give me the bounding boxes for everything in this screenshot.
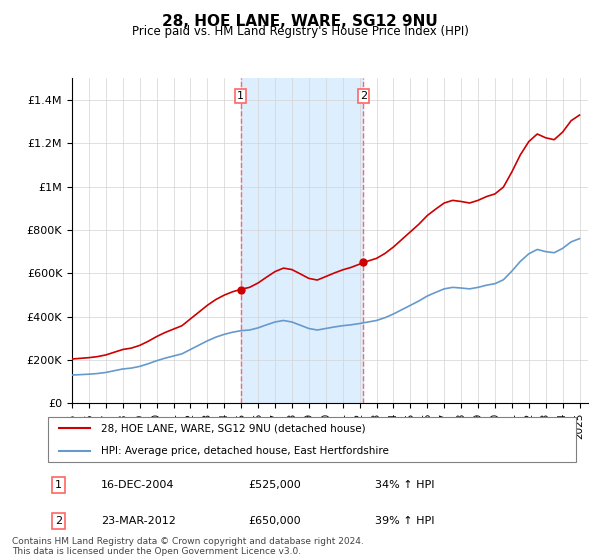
Text: 1: 1 bbox=[55, 480, 62, 490]
Text: 28, HOE LANE, WARE, SG12 9NU (detached house): 28, HOE LANE, WARE, SG12 9NU (detached h… bbox=[101, 423, 365, 433]
Text: 34% ↑ HPI: 34% ↑ HPI bbox=[376, 480, 435, 490]
Text: HPI: Average price, detached house, East Hertfordshire: HPI: Average price, detached house, East… bbox=[101, 446, 389, 456]
Text: 28, HOE LANE, WARE, SG12 9NU: 28, HOE LANE, WARE, SG12 9NU bbox=[162, 14, 438, 29]
Text: £525,000: £525,000 bbox=[248, 480, 301, 490]
Text: Contains HM Land Registry data © Crown copyright and database right 2024.: Contains HM Land Registry data © Crown c… bbox=[12, 537, 364, 546]
Text: This data is licensed under the Open Government Licence v3.0.: This data is licensed under the Open Gov… bbox=[12, 547, 301, 556]
Text: 2: 2 bbox=[55, 516, 62, 526]
Text: 23-MAR-2012: 23-MAR-2012 bbox=[101, 516, 176, 526]
Text: 39% ↑ HPI: 39% ↑ HPI bbox=[376, 516, 435, 526]
Text: £650,000: £650,000 bbox=[248, 516, 301, 526]
Bar bbox=[241, 78, 364, 403]
FancyBboxPatch shape bbox=[48, 417, 576, 462]
Text: Price paid vs. HM Land Registry's House Price Index (HPI): Price paid vs. HM Land Registry's House … bbox=[131, 25, 469, 38]
Text: 16-DEC-2004: 16-DEC-2004 bbox=[101, 480, 175, 490]
Text: 2: 2 bbox=[360, 91, 367, 101]
Text: 1: 1 bbox=[237, 91, 244, 101]
